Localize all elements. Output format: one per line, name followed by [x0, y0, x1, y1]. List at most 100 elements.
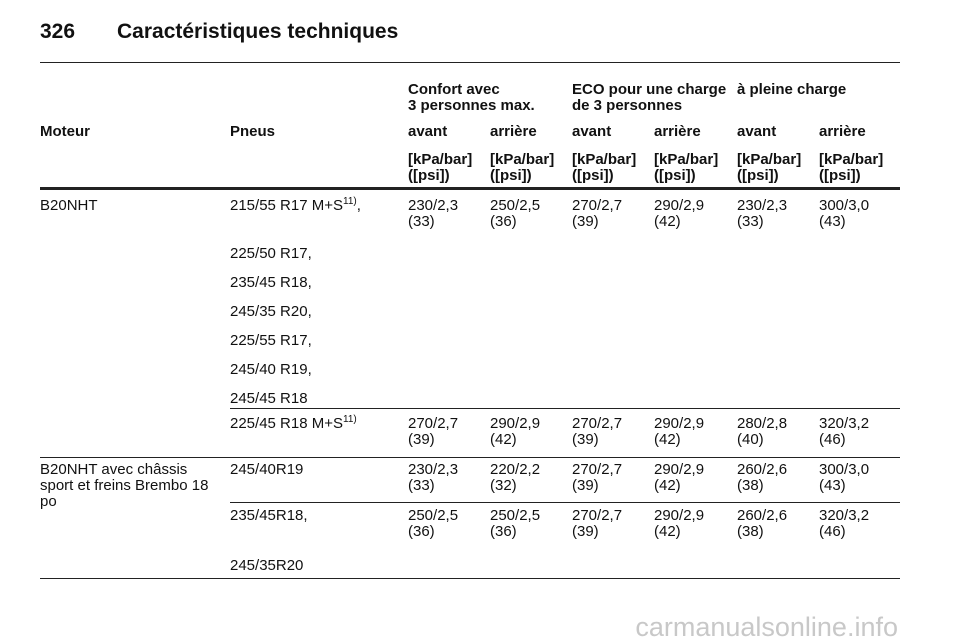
tire-size: 245/40 R19, [230, 361, 312, 378]
pressure-cell-line: (33) [408, 213, 435, 230]
unit-header: [kPa/bar] ([psi]) [490, 152, 554, 184]
pressure-cell-line: (46) [819, 431, 846, 448]
unit-header-line: ([psi]) [737, 167, 779, 184]
unit-header-line: ([psi]) [408, 167, 450, 184]
tire: 245/45 R18 [230, 391, 308, 407]
pressure-cell-line: (39) [572, 477, 599, 494]
pressure-cell-line: 230/2,3 [408, 461, 459, 478]
pressure-cell-line: (42) [654, 431, 681, 448]
pressure-cell-line: (33) [737, 213, 764, 230]
pressure-cell-line: (36) [408, 523, 435, 540]
pressure-cell: 320/3,2 (46) [819, 508, 869, 540]
pressure-cell: 270/2,7 (39) [572, 462, 622, 494]
pressure-cell-line: 220/2,2 [490, 461, 541, 478]
unit-header: [kPa/bar] ([psi]) [654, 152, 718, 184]
pressure-cell-line: (42) [490, 431, 517, 448]
pressure-cell: 230/2,3 (33) [408, 198, 458, 230]
unit-header-line: [kPa/bar] [572, 151, 637, 168]
pressure-cell-line: 290/2,9 [490, 415, 541, 432]
page-number: 326 [40, 20, 76, 43]
unit-header-line: ([psi]) [819, 167, 861, 184]
group-header-line: ECO pour une charge [572, 81, 727, 98]
pressure-cell: 270/2,7 (39) [572, 416, 622, 448]
pressure-cell-line: (36) [490, 213, 517, 230]
header-rule [40, 62, 900, 63]
tire: 245/35R20 [230, 558, 303, 574]
tire-size: 245/35R20 [230, 557, 304, 574]
tire: 225/45 R18 M+S11) [230, 414, 357, 432]
pressure-cell-line: (46) [819, 523, 846, 540]
pressure-cell: 250/2,5 (36) [408, 508, 458, 540]
tire: 225/50 R17, [230, 246, 312, 262]
unit-header-line: [kPa/bar] [654, 151, 719, 168]
engine-line: sport et freins Brembo 18 [40, 477, 209, 494]
unit-header-line: ([psi]) [572, 167, 614, 184]
header-bottom-rule [40, 187, 900, 190]
group-header-line: 3 personnes max. [408, 97, 535, 114]
tire: 235/45R18, [230, 508, 308, 524]
footnote-ref: 11) [343, 196, 357, 207]
engine-line: B20NHT [40, 197, 98, 214]
pressure-cell-line: 270/2,7 [572, 197, 623, 214]
unit-header-line: [kPa/bar] [819, 151, 884, 168]
tire-size: 225/45 R18 M+S [230, 415, 343, 432]
pressure-cell-line: 320/3,2 [819, 415, 870, 432]
pressure-cell: 290/2,9 (42) [490, 416, 540, 448]
engine-line: B20NHT avec châssis [40, 461, 188, 478]
pressure-cell-line: 260/2,6 [737, 461, 788, 478]
engine: B20NHT avec châssis sport et freins Bremb… [40, 462, 208, 510]
unit-header-line: ([psi]) [490, 167, 532, 184]
column-header: arrière [819, 123, 866, 140]
pressure-cell-line: 250/2,5 [490, 507, 541, 524]
pressure-cell: 290/2,9 (42) [654, 416, 704, 448]
tire-size: 245/45 R18 [230, 390, 308, 407]
pressure-cell-line: 230/2,3 [408, 197, 459, 214]
column-header: Pneus [230, 123, 276, 140]
pressure-cell: 270/2,7 (39) [408, 416, 458, 448]
pressure-cell-line: (42) [654, 213, 681, 230]
group-header: ECO pour une charge de 3 personnes [572, 82, 726, 114]
row-rule [230, 502, 900, 503]
pressure-cell-line: (38) [737, 523, 764, 540]
pressure-cell-line: (39) [572, 523, 599, 540]
group-header: Confort avec 3 personnes max. [408, 82, 535, 114]
tire-separator: , [356, 197, 361, 214]
group-header-line: de 3 personnes [572, 97, 683, 114]
column-header: arrière [654, 123, 701, 140]
pressure-cell-line: 250/2,5 [490, 197, 541, 214]
pressure-cell-line: 250/2,5 [408, 507, 459, 524]
pressure-cell-line: (39) [408, 431, 435, 448]
pressure-cell-line: 270/2,7 [572, 415, 623, 432]
pressure-cell-line: (42) [654, 477, 681, 494]
unit-header: [kPa/bar] ([psi]) [737, 152, 801, 184]
pressure-cell-line: (42) [654, 523, 681, 540]
pressure-cell-line: 230/2,3 [737, 197, 788, 214]
unit-header-line: ([psi]) [654, 167, 696, 184]
pressure-cell-line: 270/2,7 [572, 461, 623, 478]
pressure-cell: 290/2,9 (42) [654, 508, 704, 540]
pressure-cell-line: (39) [572, 431, 599, 448]
unit-header: [kPa/bar] ([psi]) [819, 152, 883, 184]
pressure-cell: 300/3,0 (43) [819, 198, 869, 230]
pressure-cell-line: (33) [408, 477, 435, 494]
footnote-ref: 11) [343, 414, 357, 425]
tire: 215/55 R17 M+S11), [230, 196, 361, 214]
pressure-cell-line: 280/2,8 [737, 415, 788, 432]
pressure-cell-line: (36) [490, 523, 517, 540]
unit-header-line: [kPa/bar] [737, 151, 802, 168]
tire: 245/35 R20, [230, 304, 312, 320]
pressure-cell: 290/2,9 (42) [654, 198, 704, 230]
pressure-cell: 260/2,6 (38) [737, 508, 787, 540]
pressure-cell-line: 290/2,9 [654, 415, 705, 432]
page-title: Caractéristiques techniques [117, 20, 399, 43]
row-rule [230, 408, 900, 409]
pressure-cell: 290/2,9 (42) [654, 462, 704, 494]
tire: 225/55 R17, [230, 333, 312, 349]
pressure-cell: 260/2,6 (38) [737, 462, 787, 494]
pressure-cell-line: 270/2,7 [572, 507, 623, 524]
pressure-cell: 230/2,3 (33) [408, 462, 458, 494]
tire: 235/45 R18, [230, 275, 312, 291]
tire-size: 245/35 R20, [230, 303, 312, 320]
group-header: à pleine charge [737, 82, 846, 98]
